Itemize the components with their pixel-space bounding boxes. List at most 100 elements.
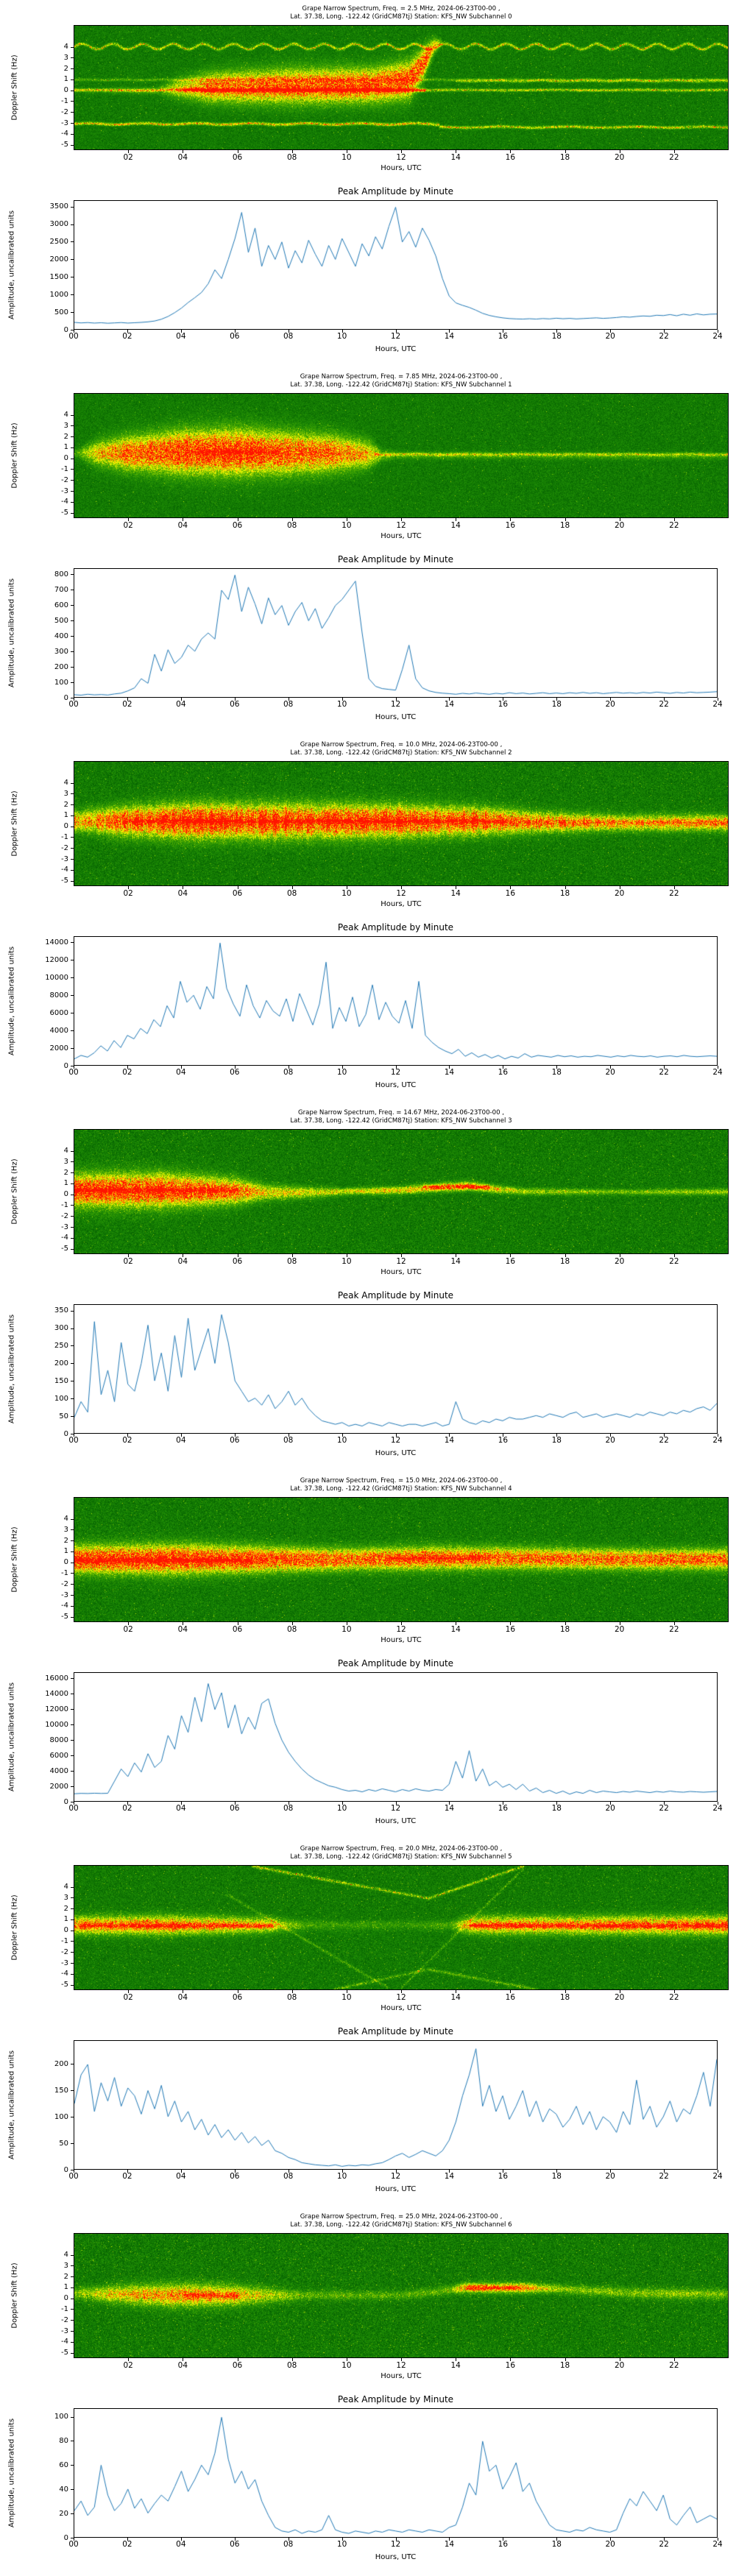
spectrogram-y-tick-label: -1 — [61, 1568, 68, 1577]
spectrogram-x-tick-mark — [565, 150, 566, 153]
spectrogram-plot: Grape Narrow Spectrum, Freq. = 14.67 MHz… — [0, 1104, 736, 1288]
spectrogram-x-tick-label: 12 — [396, 1625, 406, 1634]
amplitude-axes — [74, 1672, 718, 1802]
spectrogram-x-tick-label: 14 — [450, 1625, 461, 1634]
amplitude-x-axis-label: Hours, UTC — [375, 2185, 417, 2193]
spectrogram-y-tick-label: 4 — [63, 779, 68, 788]
amplitude-x-tick-label: 22 — [659, 1436, 669, 1445]
amplitude-y-tick-mark — [71, 1030, 74, 1032]
amplitude-x-tick-label: 08 — [283, 1068, 294, 1077]
spectrogram-y-tick-label: -3 — [61, 1222, 68, 1231]
amplitude-y-tick-mark — [71, 294, 74, 296]
amplitude-x-tick-label: 18 — [551, 700, 562, 709]
amplitude-x-tick-mark — [234, 330, 236, 333]
amplitude-x-axis-label: Hours, UTC — [375, 1817, 417, 1825]
amplitude-x-tick-label: 10 — [336, 700, 347, 709]
spectrogram-x-tick-label: 06 — [232, 521, 243, 530]
spectrogram-y-tick-label: 2 — [63, 64, 68, 73]
amplitude-y-tick-label: 150 — [54, 2086, 68, 2095]
spectrogram-title: Grape Narrow Spectrum, Freq. = 7.85 MHz,… — [74, 373, 729, 389]
amplitude-x-tick-label: 02 — [122, 332, 132, 341]
spectrogram-x-tick-label: 02 — [123, 2361, 133, 2370]
amplitude-x-tick-mark — [342, 1802, 343, 1805]
amplitude-plot: Peak Amplitude by Minute Amplitude, unca… — [0, 2392, 736, 2576]
amplitude-plot: Peak Amplitude by Minute Amplitude, unca… — [0, 184, 736, 368]
spectrogram-x-tick-mark — [565, 2358, 566, 2361]
amplitude-x-tick-mark — [395, 330, 397, 333]
spectrogram-y-tick-mark — [71, 1941, 74, 1942]
spectrogram-x-tick-label: 12 — [396, 1993, 406, 2002]
amplitude-x-tick-mark — [556, 330, 558, 333]
spectrogram-x-tick-label: 12 — [396, 521, 406, 530]
amplitude-x-tick-label: 16 — [498, 332, 509, 341]
spectrogram-x-tick-mark — [673, 518, 675, 521]
spectrogram-y-tick-label: 3 — [63, 53, 68, 62]
spectrogram-y-tick-mark — [71, 782, 74, 784]
amplitude-y-tick-mark — [71, 995, 74, 997]
amplitude-x-tick-label: 12 — [390, 2172, 401, 2181]
spectrogram-axes — [74, 2233, 729, 2358]
spectrogram-y-tick-mark — [71, 436, 74, 438]
amplitude-x-tick-mark — [610, 1066, 612, 1069]
spectrogram-y-tick-label: 1 — [63, 1915, 68, 1924]
spectrogram-y-tick-label: 1 — [63, 1547, 68, 1556]
amplitude-x-tick-mark — [664, 1802, 665, 1805]
amplitude-y-tick-label: 700 — [54, 585, 68, 594]
spectrogram-y-tick-label: -1 — [61, 832, 68, 841]
spectrogram-title-line1: Grape Narrow Spectrum, Freq. = 10.0 MHz,… — [300, 741, 503, 749]
spectrogram-y-tick-label: 0 — [63, 1558, 68, 1567]
spectrogram-y-tick-mark — [71, 425, 74, 427]
amplitude-x-tick-label: 20 — [605, 2172, 615, 2181]
amplitude-y-tick-mark — [71, 1048, 74, 1050]
spectrogram-x-tick-label: 02 — [123, 1257, 133, 1266]
amplitude-title: Peak Amplitude by Minute — [337, 186, 454, 197]
amplitude-y-tick-mark — [71, 1709, 74, 1710]
spectrogram-y-tick-mark — [71, 1584, 74, 1585]
amplitude-axes — [74, 200, 718, 330]
amplitude-x-tick-label: 16 — [498, 2172, 509, 2181]
amplitude-title: Peak Amplitude by Minute — [337, 2026, 454, 2037]
amplitude-x-tick-mark — [180, 698, 182, 701]
amplitude-x-tick-mark — [449, 1802, 450, 1805]
spectrogram-y-tick-mark — [71, 837, 74, 838]
spectrogram-y-tick-mark — [71, 133, 74, 135]
amplitude-x-tick-label: 20 — [605, 1068, 615, 1077]
spectrogram-title-line2: Lat. 37.38, Long. -122.42 (GridCM87tj) S… — [290, 1853, 512, 1861]
amplitude-y-tick-mark — [71, 241, 74, 243]
amplitude-x-tick-mark — [449, 1066, 450, 1069]
spectrogram-x-tick-mark — [673, 1990, 675, 1993]
amplitude-x-tick-label: 22 — [659, 700, 669, 709]
spectrogram-y-tick-label: -2 — [61, 843, 68, 852]
amplitude-x-tick-label: 00 — [68, 1436, 79, 1445]
spectrogram-x-tick-label: 22 — [669, 2361, 679, 2370]
spectrogram-x-tick-label: 14 — [450, 889, 461, 898]
spectrogram-y-tick-mark — [71, 1919, 74, 1920]
spectrogram-title: Grape Narrow Spectrum, Freq. = 2.5 MHz, … — [74, 5, 729, 21]
amplitude-y-tick-mark — [71, 2143, 74, 2145]
amplitude-y-tick-mark — [71, 682, 74, 684]
spectrogram-x-tick-mark — [128, 1622, 130, 1625]
spectrogram-title: Grape Narrow Spectrum, Freq. = 20.0 MHz,… — [74, 1845, 729, 1861]
spectrogram-y-tick-label: 3 — [63, 421, 68, 430]
amplitude-x-axis-label: Hours, UTC — [375, 713, 417, 721]
spectrogram-y-tick-label: 0 — [63, 2294, 68, 2303]
amplitude-x-tick-label: 20 — [605, 332, 615, 341]
spectrogram-y-tick-label: 3 — [63, 789, 68, 798]
amplitude-x-tick-label: 04 — [176, 2172, 186, 2181]
amplitude-y-tick-mark — [71, 2513, 74, 2515]
amplitude-x-tick-label: 00 — [68, 1804, 79, 1813]
amplitude-plot: Peak Amplitude by Minute Amplitude, unca… — [0, 1656, 736, 1840]
amplitude-y-tick-label: 200 — [54, 662, 68, 671]
spectrogram-axes — [74, 393, 729, 518]
amplitude-x-tick-label: 10 — [336, 2540, 347, 2549]
amplitude-x-tick-label: 22 — [659, 2172, 669, 2181]
amplitude-x-tick-label: 14 — [444, 1436, 455, 1445]
spectrogram-y-tick-label: -4 — [61, 1602, 68, 1610]
spectrogram-x-tick-label: 08 — [286, 889, 297, 898]
subchannel-panel: Grape Narrow Spectrum, Freq. = 2.5 MHz, … — [0, 0, 736, 368]
spectrogram-x-tick-mark — [510, 518, 512, 521]
spectrogram-title-line2: Lat. 37.38, Long. -122.42 (GridCM87tj) S… — [290, 1485, 512, 1493]
amplitude-x-tick-label: 08 — [283, 332, 294, 341]
amplitude-y-tick-mark — [71, 206, 74, 208]
